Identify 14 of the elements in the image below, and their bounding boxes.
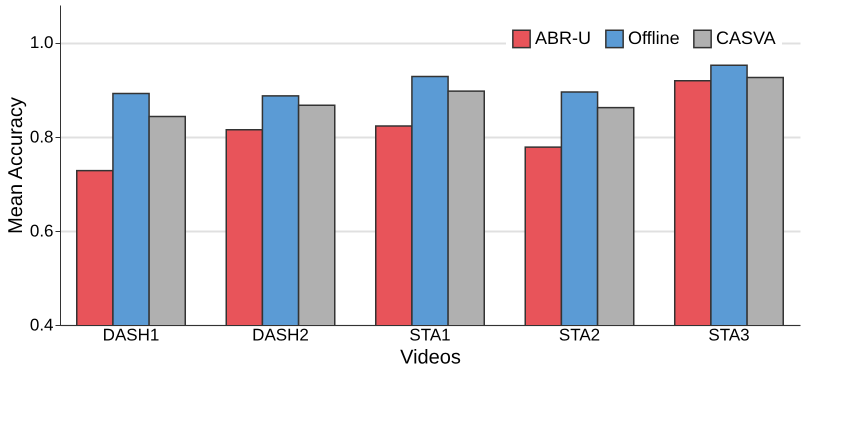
x-tick-label: DASH1	[102, 326, 160, 344]
legend-label: CASVA	[716, 28, 776, 48]
x-tick-label: DASH2	[252, 326, 309, 344]
x-tick-label: STA1	[409, 326, 451, 344]
legend-label: Offline	[628, 28, 680, 48]
x-tick-label: STA3	[708, 326, 750, 344]
y-tick-label: 0.6	[30, 221, 54, 240]
x-tick-label: STA2	[558, 326, 600, 344]
y-tick-label: 1.0	[30, 33, 54, 52]
x-axis-title: Videos	[400, 346, 461, 368]
y-axis-title: Mean Accuracy	[4, 97, 27, 234]
y-tick-label: 0.8	[30, 127, 54, 146]
y-tick-label: 0.4	[30, 316, 54, 334]
legend-label: ABR-U	[535, 28, 592, 48]
